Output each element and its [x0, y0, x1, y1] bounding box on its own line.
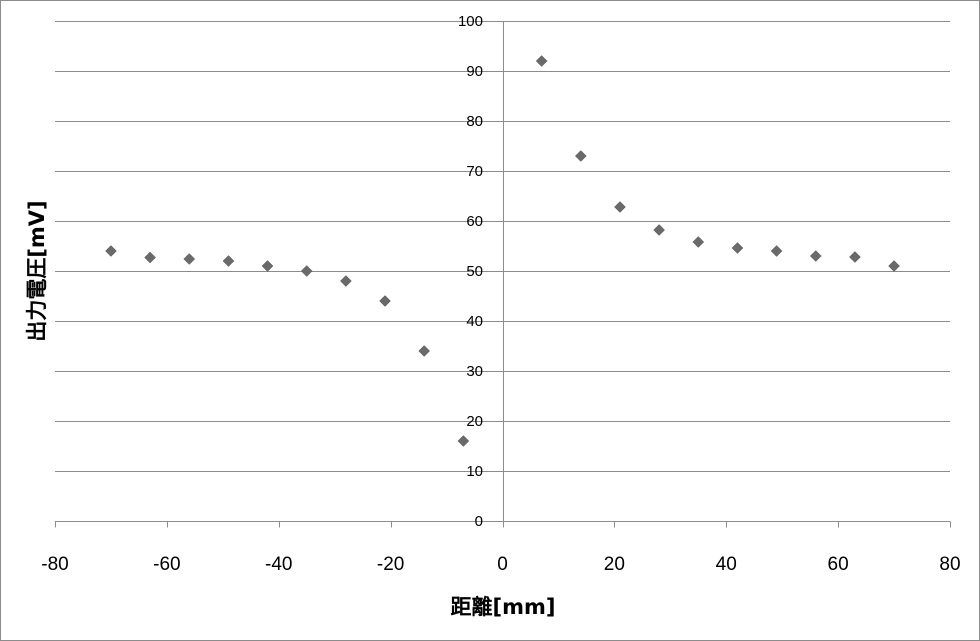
y-tick-label-20: 20	[466, 413, 483, 430]
x-tick-label-60: 60	[828, 554, 849, 575]
x-tick-label--80: -80	[41, 554, 68, 575]
gridlines	[55, 21, 950, 472]
data-point-3	[222, 255, 235, 267]
axes	[55, 21, 951, 528]
y-tick-label-50: 50	[466, 263, 483, 280]
data-point-5	[300, 265, 313, 277]
data-point-14	[692, 236, 705, 248]
x-tick-label-40: 40	[716, 554, 737, 575]
data-point-10	[535, 55, 548, 67]
x-tick-labels: -80 -60 -40 -20 0 20 40 60 80	[41, 554, 960, 575]
data-point-6	[340, 275, 352, 287]
data-point-13	[653, 224, 665, 236]
data-point-11	[574, 150, 587, 162]
x-tick-label--40: -40	[265, 554, 292, 575]
x-tick-label--20: -20	[377, 554, 404, 575]
data-point-1	[144, 251, 156, 264]
x-tick-label--60: -60	[153, 554, 180, 575]
data-point-2	[183, 253, 196, 265]
data-point-0	[105, 245, 117, 257]
data-point-8	[418, 345, 431, 357]
y-tick-label-70: 70	[466, 163, 483, 180]
x-tick-label-0: 0	[497, 554, 508, 575]
data-point-4	[261, 260, 274, 272]
data-point-15	[731, 242, 744, 254]
y-tick-label-80: 80	[466, 113, 483, 130]
y-tick-label-10: 10	[466, 463, 483, 480]
data-point-7	[379, 295, 391, 307]
y-tick-label-60: 60	[466, 213, 483, 230]
y-tick-label-40: 40	[466, 313, 483, 330]
data-point-17	[809, 250, 822, 262]
data-point-19	[888, 260, 900, 272]
x-tick-label-20: 20	[604, 554, 625, 575]
data-point-9	[457, 435, 470, 447]
data-points	[105, 55, 900, 447]
y-tick-label-0: 0	[475, 513, 483, 530]
x-axis-title: 距離[mm]	[451, 595, 556, 619]
y-tick-label-30: 30	[466, 363, 483, 380]
y-tick-label-100: 100	[458, 13, 483, 30]
data-point-12	[614, 201, 626, 213]
x-tick-label-80: 80	[939, 554, 960, 575]
y-tick-labels: 0 10 20 30 40 50 60 70 80 90 100	[458, 13, 483, 530]
y-axis-title: 出力電圧[mV]	[25, 200, 49, 341]
data-point-18	[849, 251, 861, 263]
data-point-16	[770, 245, 783, 257]
y-tick-label-90: 90	[466, 63, 483, 80]
